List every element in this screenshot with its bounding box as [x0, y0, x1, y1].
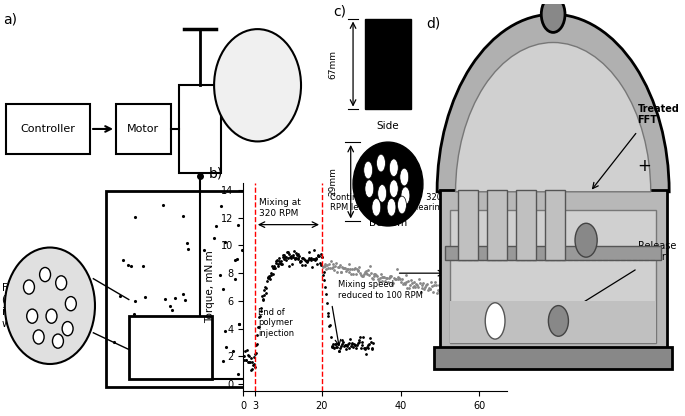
Text: Side: Side [377, 121, 399, 131]
Text: Motor: Motor [127, 124, 160, 134]
Circle shape [53, 334, 64, 348]
Text: Mixing speed
reduced to 100 RPM: Mixing speed reduced to 100 RPM [338, 280, 423, 300]
Circle shape [397, 196, 406, 214]
FancyBboxPatch shape [434, 347, 672, 369]
FancyBboxPatch shape [450, 210, 656, 343]
Circle shape [387, 198, 396, 216]
FancyBboxPatch shape [129, 316, 212, 379]
Circle shape [549, 306, 569, 336]
Circle shape [401, 187, 410, 205]
Text: d): d) [427, 16, 441, 30]
Circle shape [5, 248, 95, 364]
FancyBboxPatch shape [487, 190, 507, 260]
Ellipse shape [485, 303, 505, 339]
Text: c): c) [333, 5, 346, 19]
FancyBboxPatch shape [516, 190, 536, 260]
Text: FFT
(solids
in pore
water): FFT (solids in pore water) [1, 283, 38, 328]
Circle shape [214, 29, 301, 141]
Text: a): a) [3, 12, 17, 27]
Text: Continued  mixing  at  320
RPM leads to over shearing: Continued mixing at 320 RPM leads to ove… [329, 193, 445, 212]
Circle shape [65, 297, 76, 311]
Text: 67mm: 67mm [329, 50, 338, 79]
FancyBboxPatch shape [440, 190, 667, 355]
FancyBboxPatch shape [106, 191, 280, 387]
Text: 29mm: 29mm [329, 167, 338, 196]
Text: Treated
FFT: Treated FFT [638, 104, 680, 125]
FancyBboxPatch shape [445, 246, 661, 260]
FancyBboxPatch shape [450, 301, 656, 343]
Circle shape [62, 322, 73, 336]
Circle shape [541, 0, 565, 32]
Circle shape [389, 159, 398, 176]
FancyBboxPatch shape [458, 190, 478, 260]
Circle shape [377, 154, 386, 172]
Circle shape [575, 223, 597, 257]
Y-axis label: Torque, mN.m: Torque, mN.m [206, 251, 216, 323]
FancyBboxPatch shape [364, 19, 411, 109]
Circle shape [27, 309, 38, 323]
Circle shape [33, 330, 44, 344]
Text: End of
polymer
injection: End of polymer injection [258, 308, 295, 338]
Circle shape [40, 267, 51, 282]
Circle shape [23, 280, 34, 294]
Circle shape [364, 161, 373, 179]
Circle shape [46, 309, 57, 323]
FancyBboxPatch shape [6, 104, 90, 154]
Circle shape [372, 198, 381, 216]
Text: Mixing at
320 RPM: Mixing at 320 RPM [259, 198, 301, 218]
Circle shape [55, 276, 66, 290]
Text: Bottom: Bottom [369, 218, 407, 228]
Circle shape [377, 185, 386, 202]
Wedge shape [456, 42, 651, 192]
Text: Controller: Controller [21, 124, 76, 134]
Wedge shape [437, 14, 669, 192]
Circle shape [389, 180, 398, 198]
Text: +: + [638, 156, 651, 175]
Ellipse shape [353, 142, 423, 226]
Circle shape [400, 168, 409, 186]
FancyBboxPatch shape [179, 85, 221, 173]
FancyBboxPatch shape [545, 190, 565, 260]
Text: Release
Water: Release Water [638, 241, 676, 262]
FancyBboxPatch shape [116, 104, 171, 154]
Text: b): b) [209, 166, 223, 181]
Text: Polymer
Solution: Polymer Solution [243, 206, 286, 228]
Circle shape [365, 180, 374, 198]
